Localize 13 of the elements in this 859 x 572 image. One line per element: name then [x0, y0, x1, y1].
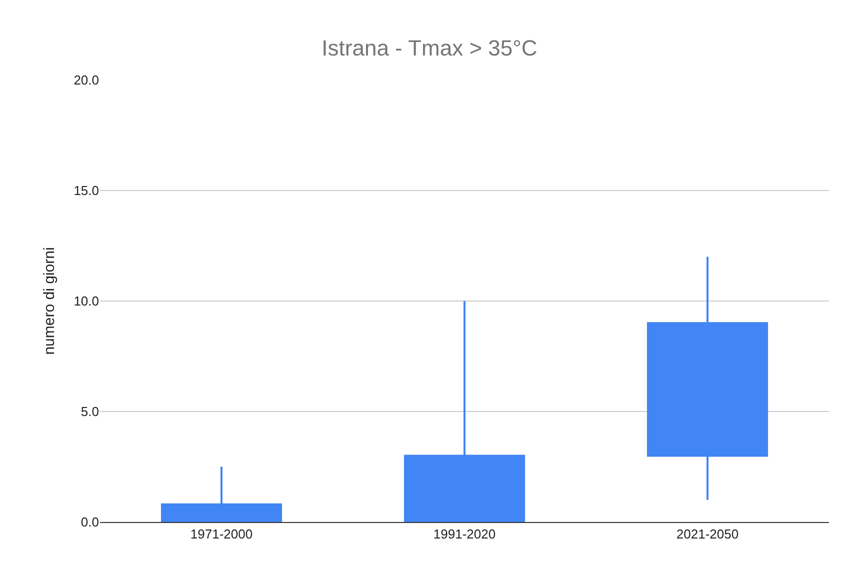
y-axis-title: numero di giorni	[40, 247, 58, 355]
candlestick	[160, 466, 282, 522]
y-tick-label: 15.0	[74, 183, 99, 198]
y-tick-label: 0.0	[80, 514, 99, 530]
x-tick-label: 1991-2020	[433, 526, 496, 542]
candlestick	[404, 300, 526, 522]
chart-title: Istrana - Tmax > 35°C	[322, 35, 538, 60]
candlestick	[646, 256, 768, 501]
y-tick-label: 20.0	[74, 72, 99, 88]
x-tick-label: 2021-2050	[676, 526, 739, 542]
x-tick-label: 1971-2000	[190, 526, 253, 542]
y-tick-label: 5.0	[80, 404, 99, 420]
y-tick-label: 10.0	[74, 294, 99, 309]
